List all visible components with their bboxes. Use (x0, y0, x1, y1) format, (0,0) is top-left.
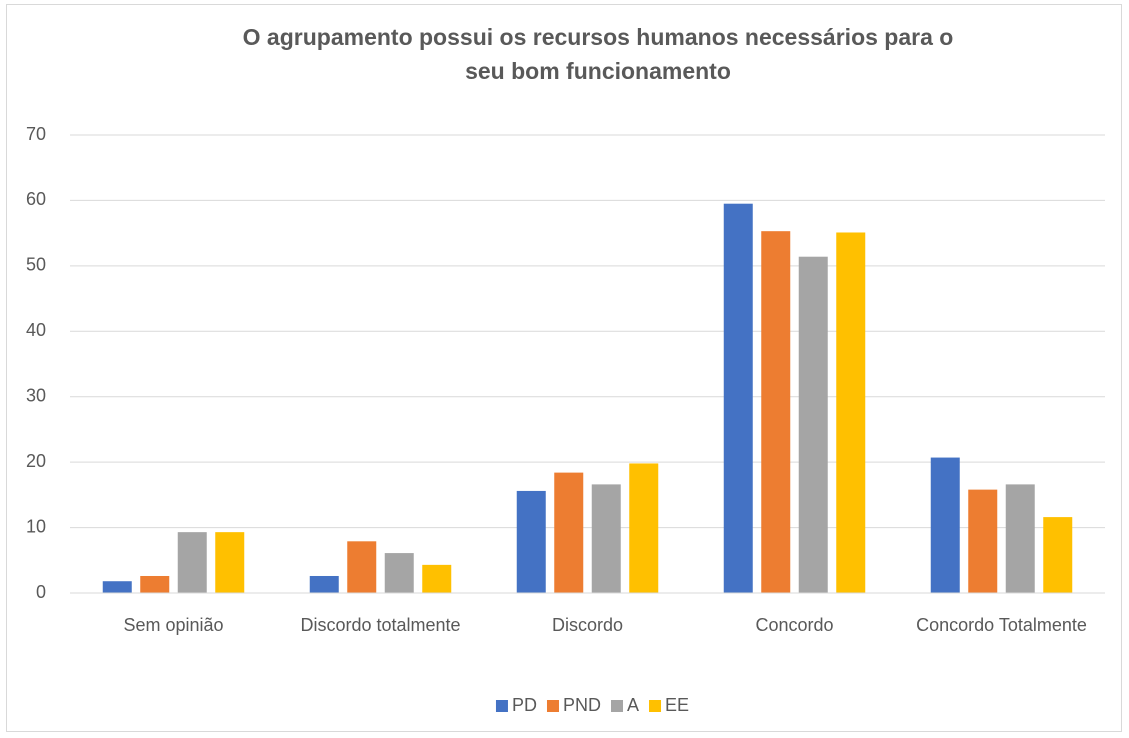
x-tick-label: Discordo (551, 615, 624, 635)
bar (798, 256, 828, 593)
bar (140, 575, 170, 593)
x-tick-label: Concordo (755, 615, 834, 635)
legend-swatch (611, 700, 623, 712)
y-tick-label: 70 (26, 124, 46, 144)
y-tick-label: 0 (36, 582, 46, 602)
bar (761, 231, 791, 593)
x-tick-label: Discordo totalmente (300, 615, 461, 635)
bar (554, 472, 584, 593)
legend-swatch (546, 700, 559, 712)
y-tick-label: 20 (26, 451, 46, 471)
bar (723, 203, 753, 593)
legend-label: A (627, 695, 639, 715)
legend-label: PND (563, 695, 601, 715)
bar (309, 575, 339, 593)
legend-label: EE (665, 695, 689, 715)
legend-label: PD (512, 695, 537, 715)
y-tick-label: 10 (26, 516, 46, 536)
bar (1005, 484, 1035, 593)
bar (836, 232, 866, 593)
bar (930, 457, 960, 593)
bar (384, 553, 414, 593)
x-tick-label: Concordo Totalmente (916, 615, 1087, 635)
y-tick-label: 40 (26, 320, 46, 340)
bar (591, 484, 621, 593)
x-tick-label: Sem opinião (123, 615, 224, 635)
y-tick-label: 30 (26, 385, 46, 405)
chart-title: O agrupamento possui os recursos humanos… (242, 24, 954, 84)
bar (215, 532, 245, 593)
bar (1043, 517, 1073, 593)
y-tick-label: 60 (26, 189, 46, 209)
bar (347, 541, 377, 593)
bar (177, 532, 207, 593)
bar (516, 490, 546, 593)
bar (102, 581, 132, 593)
bar (422, 564, 452, 593)
y-tick-label: 50 (26, 255, 46, 275)
chart-frame (6, 4, 1122, 732)
bar (629, 463, 659, 593)
legend-swatch (495, 700, 508, 712)
legend-swatch (649, 700, 662, 712)
bar (968, 489, 998, 593)
